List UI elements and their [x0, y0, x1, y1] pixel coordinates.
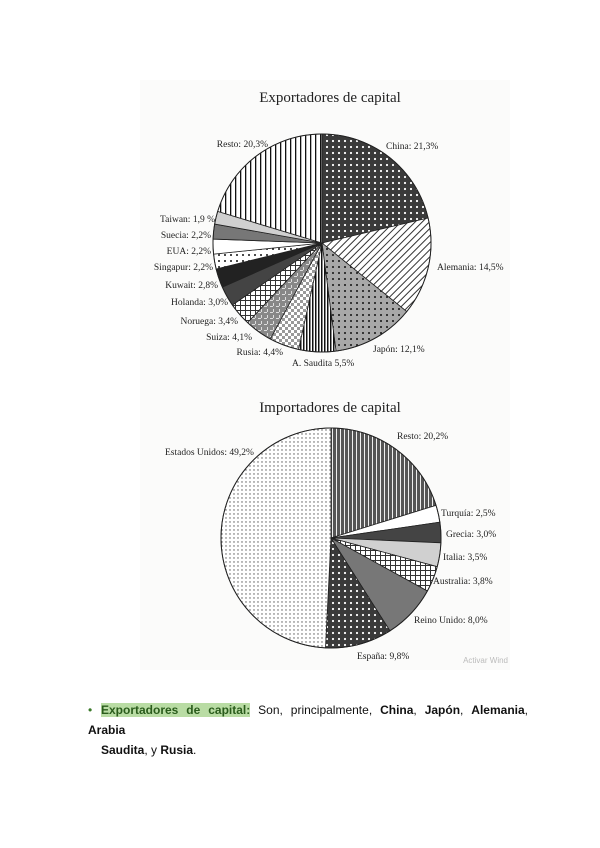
slice-label: Alemania: 14,5% [437, 263, 504, 273]
slice-label: Japón: 12,1% [373, 345, 425, 355]
slice-label: Grecia: 3,0% [446, 530, 496, 540]
slice-label: Singapur: 2,2% [154, 263, 213, 273]
chart-title-exportadores: Exportadores de capital [259, 90, 401, 106]
pie-charts: Exportadores de capital Importadores de … [153, 90, 508, 665]
slice-label: España: 9,8% [357, 652, 409, 662]
slice-label: Italia: 3,5% [443, 553, 487, 563]
slice-label: Kuwait: 2,8% [165, 281, 218, 291]
bold-china: China [380, 703, 414, 717]
slice-label: Resto: 20,3% [217, 140, 268, 150]
slice-label: A. Saudita 5,5% [292, 359, 354, 369]
bold-alemania: Alemania [471, 703, 525, 717]
bold-saudita: Saudita [101, 743, 145, 757]
text: , [460, 703, 472, 717]
slice-label: Holanda: 3,0% [171, 298, 228, 308]
slice-label: Estados Unidos: 49,2% [165, 448, 254, 458]
slice-label: Australia: 3,8% [433, 577, 493, 587]
chart-title-importadores: Importadores de capital [259, 400, 401, 416]
watermark: Activar Wind [463, 656, 508, 665]
text: . [193, 743, 197, 757]
slice-label: Reino Unido: 8,0% [414, 616, 488, 626]
text: , [413, 703, 425, 717]
pie-importadores: Resto: 20,2% Turquía: 2,5% Grecia: 3,0% Ita… [165, 427, 496, 662]
highlighted-heading: Exportadores de capital: [101, 703, 251, 717]
slice-label: Turquía: 2,5% [441, 509, 496, 519]
slice-label: Noruega: 3,4% [180, 317, 238, 327]
slice-label: China: 21,3% [386, 142, 438, 152]
pie-exportadores: China: 21,3% Alemania: 14,5% Japón: 12,1% A… [154, 133, 504, 369]
bullet-icon: • [88, 703, 93, 717]
slice-label: EUA: 2,2% [167, 247, 211, 257]
bold-rusia: Rusia [160, 743, 194, 757]
slice-label: Resto: 20,2% [397, 432, 448, 442]
slice-label: Taiwan: 1,9 % [160, 215, 215, 225]
bullet-paragraph: • Exportadores de capital: Son, principal… [88, 700, 528, 760]
slice-label: Suecia: 2,2% [161, 231, 211, 241]
text: , y [144, 743, 161, 757]
pie-outline [220, 427, 442, 649]
slice-label: Rusia: 4,4% [237, 348, 284, 358]
text: , [524, 703, 528, 717]
text: Son, principalmente, [250, 703, 381, 717]
slice-label: Suiza: 4,1% [206, 333, 252, 343]
pie-outline [212, 133, 432, 353]
bold-japon: Japón [424, 703, 461, 717]
bold-arabia: Arabia [88, 723, 126, 737]
